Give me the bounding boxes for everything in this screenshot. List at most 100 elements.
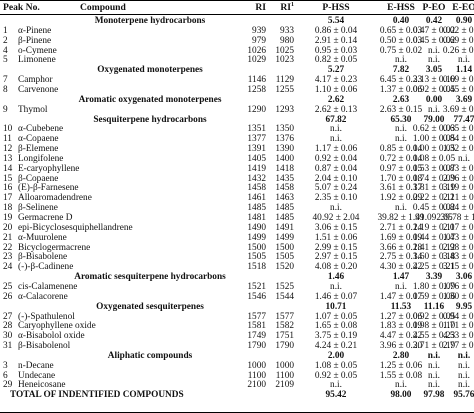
p-eo-value: n.i.: [428, 370, 440, 381]
e-eo-value: 3.43 ± 0.18: [442, 252, 474, 263]
p-hss-value: 10.71: [325, 301, 347, 312]
e-eo-value: 0.84 ± 0.04: [442, 134, 474, 145]
e-eo-value: 0.65 ± 0.03: [442, 124, 474, 135]
e-eo-value: 0.02 ± 0.03: [442, 25, 474, 36]
p-hss-value: 95.42: [325, 390, 347, 401]
p-eo-value: 1.08 ± 0.05: [412, 153, 456, 164]
p-hss-value: 1.08 ± 0.05: [314, 360, 358, 371]
peak-number: 2: [3, 35, 8, 46]
compound-name: Caryophyllene oxide: [18, 321, 96, 332]
p-eo-value: 79.00: [423, 114, 445, 125]
ri1-value: 1582: [275, 321, 294, 332]
peak-number: 29: [3, 380, 13, 391]
p-eo-value: 1.80 ± 0.09: [412, 281, 456, 292]
ri1-value: 1023: [275, 55, 294, 66]
p-hss-value: 0.95 ± 0.03: [314, 45, 358, 56]
group-heading: Aromatic oxygenated monoterpenes: [78, 94, 222, 105]
peak-number: 30: [3, 331, 13, 342]
ri-value: 1499: [247, 232, 266, 243]
e-hss-value: 2.75 ± 0.14: [379, 252, 423, 263]
compound-name: epi-Bicyclosesquiphellandrene: [18, 222, 133, 233]
ri1-value: 1255: [275, 84, 294, 95]
group-heading: Aliphatic compounds: [107, 350, 193, 361]
ri-value: 939: [252, 25, 266, 36]
peak-number: 14: [3, 163, 13, 174]
p-eo-value: 1.00 ± 0.05: [412, 134, 456, 145]
e-hss-value: 4.47 ± 0.22: [379, 331, 423, 342]
ri-value: 1029: [247, 55, 266, 66]
e-hss-value: 1.25 ± 0.06: [379, 360, 423, 371]
ri1-value: 1577: [275, 311, 294, 322]
e-hss-value: n.i.: [395, 55, 407, 66]
p-hss-value: 5.27: [327, 65, 345, 76]
p-eo-value: 0.92 ± 0.05: [412, 84, 456, 95]
e-eo-value: 1.32 ± 0.06: [442, 144, 474, 155]
peak-number: 19: [3, 213, 13, 223]
peak-number: 13: [3, 153, 13, 164]
compound-name: (E)-β-Farnesene: [18, 183, 79, 194]
peak-number: 15: [3, 173, 13, 184]
p-hss-value: 40.92 ± 2.04: [312, 213, 360, 223]
ri-value: 1258: [247, 84, 266, 95]
group-heading: Oxygenated monoterpenes: [97, 65, 203, 76]
p-eo-value: 0.00: [425, 94, 443, 105]
table-header: Peak No. Compound RI RI1 P-HSS E-HSS P-E…: [0, 0, 474, 15]
p-hss-value: 2.99 ± 0.15: [314, 242, 358, 253]
e-hss-value: n.i.: [395, 281, 407, 292]
ri1-value: 980: [280, 35, 294, 46]
ri1-value: 1500: [275, 242, 294, 253]
e-hss-value: 1.69 ± 0.09: [379, 232, 423, 243]
p-hss-value: 2.00: [327, 350, 345, 361]
ri1-value: 2109: [275, 380, 294, 391]
p-hss-value: 0.87 ± 0.04: [314, 163, 358, 174]
p-eo-value: 0.45 ± 0.02: [412, 203, 456, 214]
ri1-value: 1376: [275, 134, 294, 145]
p-eo-value: 0.45 ± 0.02: [412, 35, 456, 46]
peak-number: 26: [3, 291, 13, 302]
e-hss-value: 0.75 ± 0.02: [379, 45, 423, 56]
ri1-value: 1505: [275, 252, 294, 263]
compound-name: β-Selinene: [18, 203, 58, 214]
ri1-value: 1544: [275, 291, 294, 302]
e-hss-value: 2.63: [392, 94, 410, 105]
e-eo-value: 2.07 ± 0.10: [442, 222, 474, 233]
ri-value: 1290: [247, 104, 266, 115]
compound-name: n-Decane: [18, 360, 54, 371]
peak-number: 11: [3, 134, 12, 145]
e-hss-value: 98.00: [390, 390, 412, 401]
peak-number: 3: [3, 360, 8, 371]
compound-name: Undecane: [18, 370, 56, 381]
p-eo-value: 3.60 ± 0.18: [412, 252, 456, 263]
e-hss-value: 1.27 ± 0.06: [379, 311, 423, 322]
p-hss-value: n.i.: [330, 281, 342, 292]
p-hss-value: 1.51 ± 0.06: [314, 232, 358, 243]
e-eo-value: n.i.: [458, 55, 470, 66]
header-compound: Compound: [80, 2, 126, 13]
ri1-value: 1499: [275, 232, 294, 243]
compound-name: Heneicosane: [18, 380, 66, 391]
p-eo-value: 3.39: [425, 272, 443, 283]
ri-value: 1546: [247, 291, 266, 302]
ri1-value: 1485: [275, 203, 294, 214]
e-eo-value: 9.95: [455, 301, 473, 312]
e-eo-value: 3.15 ± 0.16: [442, 262, 474, 273]
e-eo-value: 2.77 ± 0.14: [442, 341, 474, 352]
e-hss-value: 0.97 ± 0.05: [379, 163, 423, 174]
p-eo-value: 0.62 ± 0.03: [412, 124, 456, 135]
ri1-value: 1520: [275, 262, 294, 273]
p-eo-value: n.i.: [428, 104, 440, 115]
e-eo-value: 1.14: [455, 65, 473, 76]
header-e-eo: E-EO: [452, 2, 474, 13]
e-hss-value: n.i.: [395, 134, 407, 145]
p-hss-value: 0.82 ± 0.05: [314, 55, 358, 66]
p-hss-value: 1.46 ± 0.07: [314, 291, 358, 302]
p-eo-value: 0.47 ± 0.02: [412, 25, 456, 36]
ri-value: 1391: [247, 144, 266, 155]
total-label: TOTAL OF INDENTIFIED COMPOUNDS: [10, 390, 184, 401]
ri-value: 1505: [247, 252, 266, 263]
ri-value: 979: [252, 35, 266, 46]
e-hss-value: 0.40: [392, 16, 410, 26]
p-hss-value: 1.17 ± 0.06: [314, 144, 358, 155]
header-e-hss: E-HSS: [387, 2, 415, 13]
header-peak-no: Peak No.: [3, 2, 40, 13]
